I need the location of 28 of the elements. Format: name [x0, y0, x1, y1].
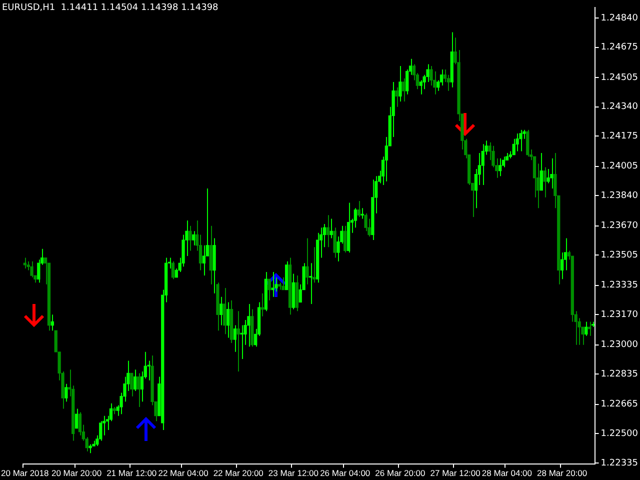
x-tick-label: 21 Mar 12:00	[106, 468, 157, 478]
y-tick-label: 1.22835	[600, 369, 638, 380]
x-tick-label: 20 Mar 20:00	[51, 468, 102, 478]
x-tick-label: 23 Mar 12:00	[268, 468, 319, 478]
y-tick-label: 1.24175	[600, 131, 638, 142]
x-tick-label: 22 Mar 04:00	[158, 468, 209, 478]
y-tick-label: 1.24505	[600, 72, 638, 83]
y-tick-label: 1.24005	[600, 162, 638, 172]
x-tick-label: 28 Mar 04:00	[482, 468, 532, 478]
y-tick-label: 1.24675	[600, 42, 638, 53]
y-tick-label: 1.23000	[600, 340, 638, 350]
x-tick-label: 20 Mar 2018	[1, 468, 50, 478]
y-tick-label: 1.24840	[600, 13, 638, 24]
x-tick-label: 22 Mar 20:00	[213, 468, 264, 478]
x-tick-label: 26 Mar 20:00	[375, 468, 426, 478]
y-tick-label: 1.22500	[600, 428, 638, 439]
y-tick-label: 1.23170	[600, 310, 638, 320]
y-tick-label: 1.23670	[600, 221, 638, 232]
y-tick-label: 1.23840	[600, 190, 638, 201]
y-tick-label: 1.23335	[600, 280, 638, 291]
y-tick-label: 1.23505	[600, 250, 638, 260]
y-tick-label: 1.22665	[600, 400, 638, 410]
chart-title: EURUSD,H1 1.14411 1.14504 1.14398 1.14398	[2, 2, 219, 13]
x-tick-label: 26 Mar 04:00	[320, 468, 370, 478]
x-tick-label: 27 Mar 12:00	[430, 468, 481, 478]
y-tick-label: 1.24340	[600, 102, 638, 112]
y-tick-label: 1.22335	[600, 458, 638, 468]
x-tick-label: 28 Mar 20:00	[537, 468, 588, 478]
